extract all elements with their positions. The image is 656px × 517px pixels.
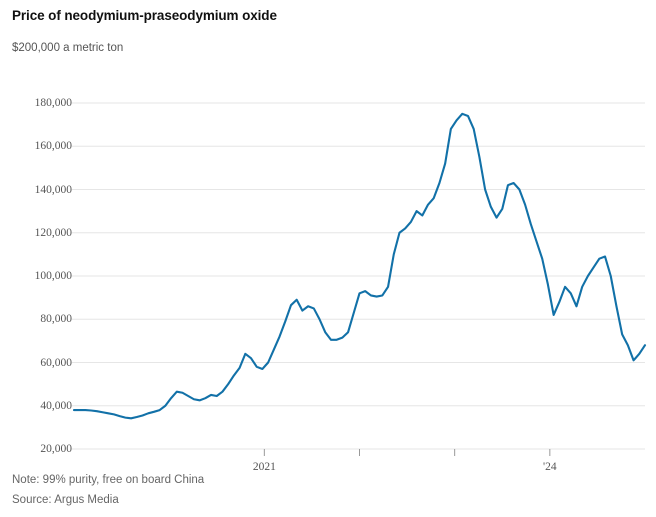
x-axis-tick-label: '24 [543, 461, 557, 473]
price-line-series [72, 112, 647, 420]
y-axis-tick-label: 100,000 [34, 270, 72, 282]
y-axis-labels: 180,000 160,000 140,000 120,000 100,000 80,00… [0, 0, 72, 517]
y-axis-tick-label: 140,000 [34, 183, 72, 196]
x-axis-ticks [263, 449, 551, 456]
y-axis-tick-label: 60,000 [40, 356, 72, 369]
gridlines [72, 102, 645, 450]
y-axis-tick-label: 160,000 [34, 140, 72, 153]
y-axis-tick-label: 40,000 [40, 399, 72, 412]
chart-subtitle: $200,000 a metric ton [12, 42, 124, 54]
page-title: Price of neodymium-praseodymium oxide [12, 8, 277, 23]
footer-note: Note: 99% purity, free on board China [12, 474, 205, 486]
footer-source: Source: Argus Media [12, 494, 119, 506]
x-axis-tick-label: 2021 [252, 461, 276, 473]
y-axis-tick-label: 80,000 [40, 313, 72, 326]
y-axis-tick-label: 120,000 [34, 226, 72, 239]
y-axis-tick-label: 20,000 [40, 443, 72, 455]
y-axis-tick-label: 180,000 [34, 97, 72, 109]
